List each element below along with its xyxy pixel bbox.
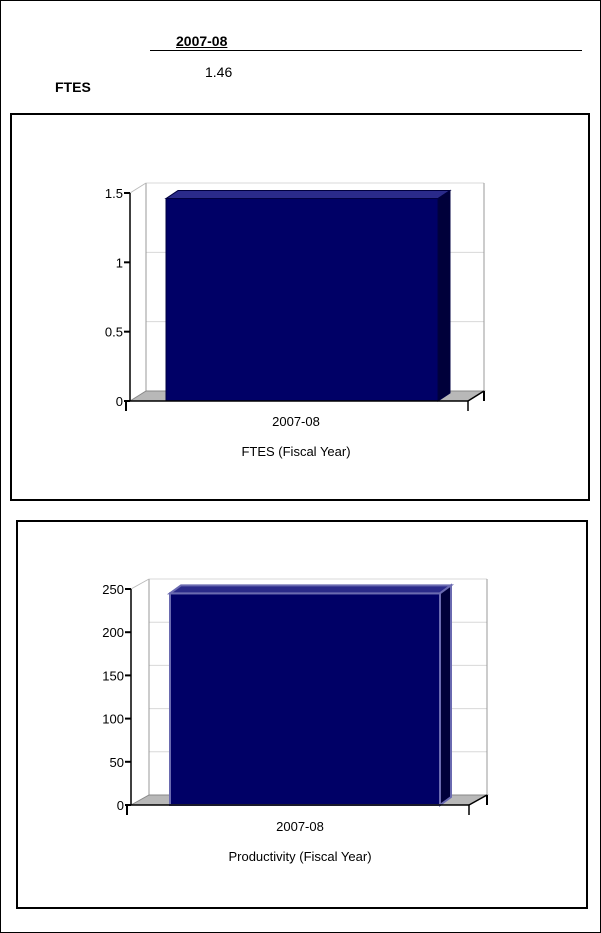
ftes-chart-svg: 0 0.5 1 1.5 2007-08 FTES (Fiscal Year) xyxy=(105,182,486,459)
chart2-bar-front xyxy=(169,592,441,806)
chart1-side-top xyxy=(129,182,147,194)
productivity-chart: 0 50 100 150 200 250 2007-08 Productivity (Fisc… xyxy=(16,520,588,909)
chart2-x-depth xyxy=(468,794,488,806)
chart1-y-tick-label: 1 xyxy=(116,255,123,270)
chart2-bar-side xyxy=(439,583,452,807)
chart1-y-tick-label: 0.5 xyxy=(105,325,123,340)
chart2-y-tick-label: 50 xyxy=(110,755,124,770)
metric-label: FTES xyxy=(55,79,91,95)
chart2-y-tick-label: 250 xyxy=(102,582,124,597)
chart2-bar-top xyxy=(166,584,455,595)
chart1-x-depth xyxy=(467,390,485,402)
productivity-chart-svg: 0 50 100 150 200 250 2007-08 Productivity (Fisc… xyxy=(102,578,489,864)
chart1-category-label: 2007-08 xyxy=(272,414,320,429)
chart2-side-top xyxy=(130,578,150,590)
chart1-bar-side xyxy=(437,189,451,402)
chart1-x-axis-title: FTES (Fiscal Year) xyxy=(241,444,350,459)
chart1-y-tick-label: 1.5 xyxy=(105,186,123,201)
chart2-y-tick-label: 0 xyxy=(117,798,124,813)
chart2-y-tick-label: 150 xyxy=(102,668,124,683)
year-header: 2007-08 xyxy=(176,33,228,49)
chart2-category-label: 2007-08 xyxy=(276,819,324,834)
chart1-bar-top xyxy=(164,190,452,200)
chart2-y-tick-label: 200 xyxy=(102,625,124,640)
chart2-x-axis-title: Productivity (Fiscal Year) xyxy=(228,849,371,864)
metric-value: 1.46 xyxy=(205,64,233,80)
chart1-bar-front xyxy=(165,198,439,402)
chart1-y-tick-label: 0 xyxy=(116,394,123,409)
ftes-chart: 0 0.5 1 1.5 2007-08 FTES (Fiscal Year) xyxy=(10,113,590,501)
chart2-y-tick-label: 100 xyxy=(102,712,124,727)
header-rule xyxy=(150,50,582,51)
